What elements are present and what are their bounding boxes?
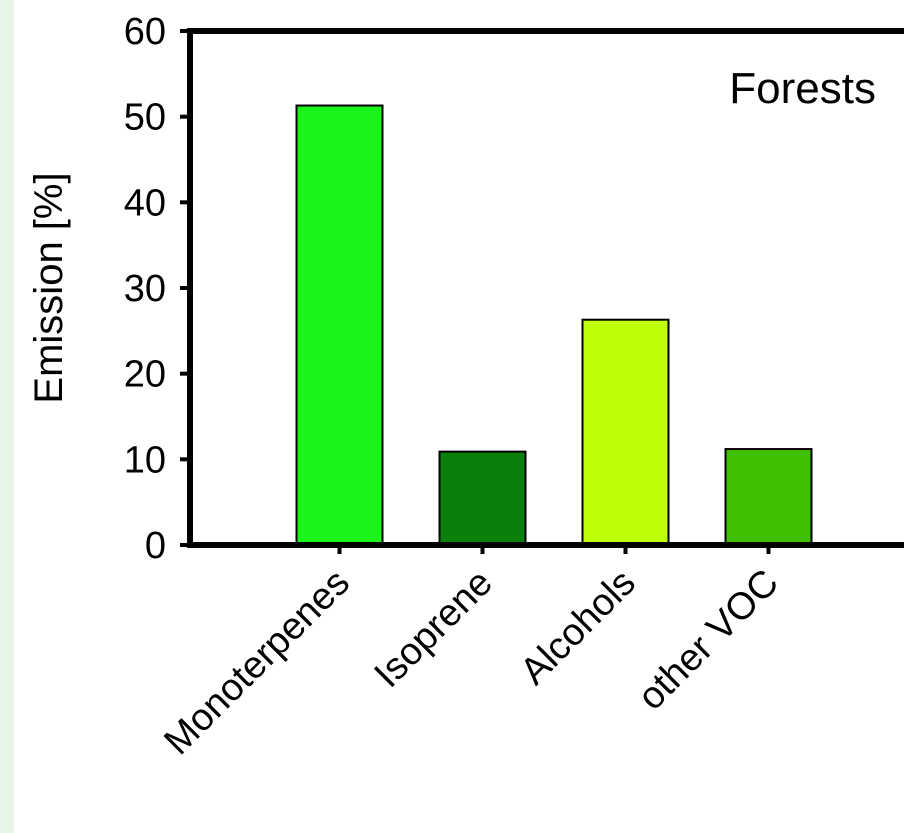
y-axis-title: Emission [%] [27,172,71,403]
y-ticks-group: 0 10 20 30 40 50 60 [124,11,190,567]
left-edge-strip [0,0,14,833]
y-tick-label: 40 [124,182,166,224]
y-tick-label: 20 [124,354,166,396]
bar-alcohols [581,318,670,546]
bars-group [295,104,813,547]
chart-annotation: Forests [729,64,876,113]
y-tick-label: 30 [124,268,166,310]
bar-isoprene [438,450,527,546]
x-category-label: Monoterpenes [156,562,357,763]
x-category-label: Alcohols [513,562,644,693]
x-category-label: other VOC [630,562,787,719]
bar-other-voc [724,448,813,547]
bar-monoterpenes [295,104,384,546]
y-tick-label: 10 [124,439,166,481]
y-tick-label: 60 [124,11,166,53]
y-tick-label: 50 [124,97,166,139]
y-tick-label: 0 [145,525,166,567]
x-category-label: Isoprene [367,562,501,696]
